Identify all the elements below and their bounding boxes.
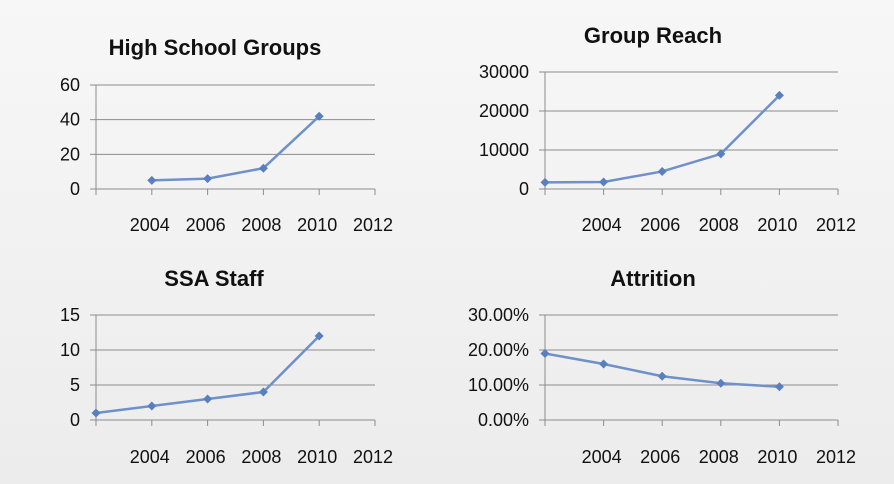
attrition-data-point [540,349,550,358]
ssa-staff-x-tick-label: 2004 [130,447,170,467]
attrition-data-point [774,382,784,392]
ssa-staff-chart: SSA Staff 0 5 10 15 2004 2006 2008 2010 2012 [60,266,393,467]
group-reach-chart: Group Reach 0 10000 20000 30000 2004 2006 2008 2… [479,23,856,235]
group-reach-x-tick-label: 2010 [757,215,797,235]
high-school-groups-title: High School Groups [109,35,322,60]
attrition-x-tick-label: 2008 [699,447,739,467]
attrition-data-point [657,371,667,381]
group-reach-y-tick-label: 0 [519,179,529,199]
group-reach-y-tick-label: 20000 [479,101,529,121]
group-reach-y-tick-label: 10000 [479,140,529,160]
high-school-groups-y-tick-label: 20 [60,144,80,164]
attrition-x-tick-label: 2010 [757,447,797,467]
high-school-groups-x-tick-label: 2010 [297,215,337,235]
group-reach-x-tick-label: 2012 [816,215,856,235]
ssa-staff-data-point [314,331,324,341]
ssa-staff-x-tick-label: 2012 [353,447,393,467]
group-reach-data-point [774,90,784,100]
group-reach-data-point [716,149,726,159]
ssa-staff-data-point [147,401,157,411]
ssa-staff-y-tick-label: 15 [60,305,80,325]
attrition-x-tick-label: 2006 [640,447,680,467]
attrition-series-line [544,352,780,388]
ssa-staff-x-tick-label: 2010 [297,447,337,467]
attrition-data-point [599,359,609,369]
attrition-y-tick-label: 10.00% [468,375,529,395]
high-school-groups-x-tick-label: 2006 [186,215,226,235]
high-school-groups-x-tick-label: 2008 [241,215,281,235]
high-school-groups-y-tick-label: 40 [60,110,80,130]
attrition-chart: Attrition 0.00% 10.00% 20.00% 30.00% 2004 2006… [468,266,856,467]
ssa-staff-data-point [258,387,268,397]
ssa-staff-data-point [203,394,213,404]
ssa-staff-title: SSA Staff [164,266,264,291]
ssa-staff-y-tick-label: 5 [70,375,80,395]
group-reach-data-point [657,166,667,176]
high-school-groups-x-tick-label: 2012 [353,215,393,235]
attrition-title: Attrition [610,266,696,291]
high-school-groups-y-tick-label: 0 [70,179,80,199]
ssa-staff-x-tick-label: 2006 [186,447,226,467]
ssa-staff-x-tick-label: 2008 [241,447,281,467]
high-school-groups-data-point [258,163,268,173]
high-school-groups-series-line [151,115,321,182]
group-reach-y-tick-label: 30000 [479,62,529,82]
attrition-y-tick-label: 0.00% [478,410,529,430]
high-school-groups-y-tick-label: 60 [60,75,80,95]
attrition-x-tick-label: 2012 [816,447,856,467]
high-school-groups-x-tick-label: 2004 [130,215,170,235]
group-reach-data-point [599,177,609,187]
ssa-staff-y-tick-label: 10 [60,340,80,360]
high-school-groups-chart: High School Groups 0 20 40 60 2004 2006 2008 201… [60,35,393,235]
attrition-y-tick-label: 30.00% [468,305,529,325]
group-reach-x-tick-label: 2008 [699,215,739,235]
ssa-staff-data-point [91,408,101,418]
attrition-data-point [716,378,726,388]
group-reach-data-point [540,177,550,187]
group-reach-title: Group Reach [584,23,722,48]
high-school-groups-data-point [203,174,213,184]
high-school-groups-data-point [314,111,324,121]
attrition-y-tick-label: 20.00% [468,340,529,360]
attrition-x-tick-label: 2004 [582,447,622,467]
group-reach-x-tick-label: 2004 [582,215,622,235]
high-school-groups-data-point [147,175,157,185]
ssa-staff-y-tick-label: 0 [70,410,80,430]
group-reach-x-tick-label: 2006 [640,215,680,235]
